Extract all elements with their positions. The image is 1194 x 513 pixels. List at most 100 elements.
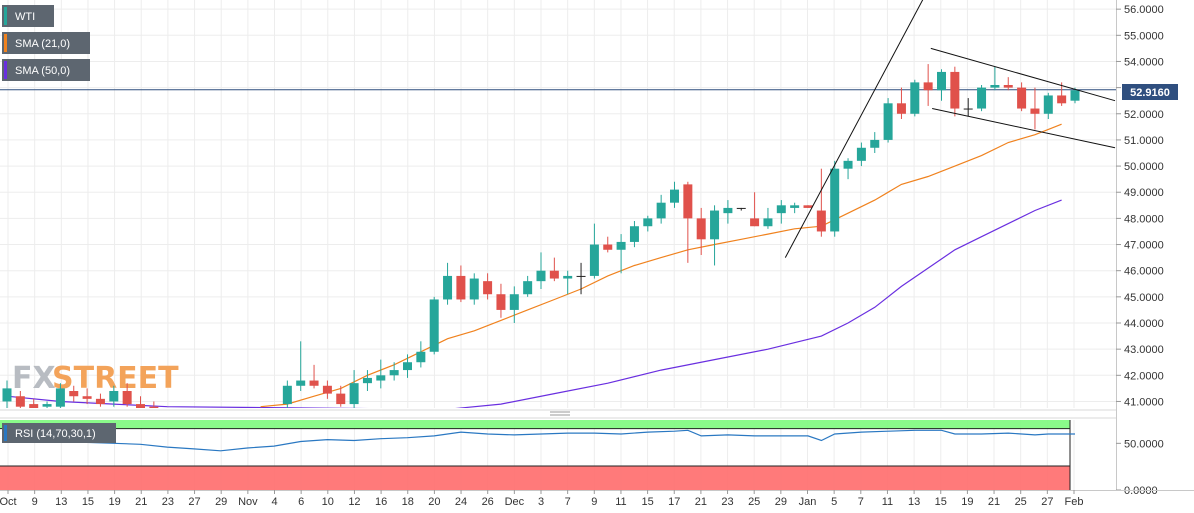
- candle-body: [443, 275, 453, 300]
- x-tick-label: 25: [748, 496, 760, 508]
- x-tick-label: 23: [162, 496, 174, 508]
- candle-body: [723, 207, 733, 214]
- x-tick-label: 3: [538, 496, 544, 508]
- y-tick-label: 54.0000: [1124, 56, 1164, 68]
- x-tick-label: 29: [215, 496, 227, 508]
- legend-label: SMA (50,0): [15, 65, 70, 77]
- x-tick-label: 18: [402, 496, 414, 508]
- candle-body: [42, 404, 52, 407]
- candle: [429, 296, 439, 355]
- candle: [683, 181, 693, 263]
- candle-body: [870, 139, 880, 148]
- y-tick-label: 55.0000: [1124, 30, 1164, 42]
- x-tick-label: 19: [108, 496, 120, 508]
- x-tick-label: 5: [831, 496, 837, 508]
- candle: [643, 215, 653, 232]
- candle: [403, 354, 412, 378]
- legend-rsi[interactable]: RSI (14,70,30,1): [2, 423, 116, 443]
- candle-body: [803, 205, 813, 208]
- candle: [603, 236, 613, 253]
- legend-swatch: [4, 7, 7, 25]
- x-tick-label: 21: [695, 496, 707, 508]
- candle: [1070, 87, 1080, 104]
- candle-body: [603, 244, 613, 250]
- x-tick-label: 7: [858, 496, 864, 508]
- candle: [870, 132, 880, 153]
- candle-body: [670, 189, 679, 203]
- candle-body: [95, 398, 105, 405]
- candle-body: [910, 82, 920, 114]
- legend-bg: [2, 423, 116, 443]
- x-tick-label: 15: [82, 496, 94, 508]
- legend-swatch: [4, 425, 7, 441]
- legend-wti[interactable]: WTI: [2, 5, 54, 27]
- x-tick-label: 21: [135, 496, 147, 508]
- candle: [736, 207, 746, 211]
- legend-bg: [2, 5, 54, 27]
- candle-body: [963, 108, 973, 110]
- candle-body: [376, 375, 386, 381]
- candle: [963, 98, 973, 117]
- last-price-label: 52.9160: [1130, 87, 1170, 99]
- candle-body: [389, 370, 399, 376]
- rsi-tick-label: 50.0000: [1124, 438, 1164, 450]
- y-tick-label: 50.0000: [1124, 161, 1164, 173]
- candle: [816, 168, 826, 237]
- x-tick-label: 11: [882, 496, 893, 508]
- candle-body: [122, 391, 132, 405]
- rsi-oversold-zone: [0, 466, 1070, 490]
- candle: [710, 205, 720, 266]
- y-tick-label: 41.0000: [1124, 396, 1164, 408]
- candle: [509, 286, 519, 323]
- candle-body: [55, 388, 65, 407]
- x-tick-label: 6: [298, 496, 304, 508]
- candle-body: [576, 275, 586, 277]
- candle-body: [483, 281, 493, 295]
- candle-body: [616, 241, 626, 250]
- candle-body: [136, 404, 145, 410]
- candle: [803, 205, 813, 208]
- candle-body: [416, 351, 426, 363]
- rsi-overbought-zone: [0, 420, 1070, 429]
- candle: [336, 385, 346, 407]
- x-tick-label: 29: [775, 496, 787, 508]
- candle: [496, 283, 506, 318]
- x-tick-label: 24: [455, 496, 467, 508]
- x-tick-label: 15: [935, 496, 947, 508]
- rsi-panel: [0, 420, 1075, 490]
- candle-body: [429, 299, 439, 352]
- watermark-fx: FX: [12, 361, 56, 396]
- trendline: [784, 0, 924, 258]
- candle: [656, 194, 666, 224]
- candle: [1043, 92, 1053, 119]
- x-tick-label: 11: [615, 496, 626, 508]
- candle-body: [1017, 87, 1027, 109]
- candle: [923, 64, 933, 106]
- candle-body: [1043, 95, 1053, 114]
- candle: [563, 270, 573, 295]
- x-tick-label: 23: [721, 496, 733, 508]
- candle-body: [977, 87, 987, 109]
- candle: [883, 98, 893, 143]
- candle-body: [1003, 85, 1013, 88]
- candle-body: [629, 226, 639, 242]
- legend-sma50[interactable]: SMA (50,0): [2, 59, 90, 81]
- panel-separator[interactable]: [0, 408, 1116, 420]
- candle: [776, 200, 786, 224]
- candle-body: [109, 391, 119, 402]
- trendline: [932, 108, 1116, 149]
- last-price-badge-bg: [1122, 84, 1178, 100]
- legend-label: WTI: [15, 11, 35, 23]
- price-axis-bg: [1116, 0, 1194, 513]
- y-tick-label: 49.0000: [1124, 187, 1164, 199]
- candle: [376, 359, 386, 389]
- candle: [456, 265, 466, 303]
- candle: [616, 234, 626, 274]
- candle: [750, 192, 760, 227]
- time-axis[interactable]: Oct 9 13 15 19 21 23 27 29 Nov 4 6 10 12 16 18 20 24 26 Dec…: [0, 490, 1083, 508]
- legend-sma21[interactable]: SMA (21,0): [2, 32, 90, 54]
- panel-resize-handle[interactable]: [550, 411, 570, 416]
- candle: [763, 207, 773, 229]
- legend-bg: [2, 32, 90, 54]
- candle: [1003, 77, 1013, 91]
